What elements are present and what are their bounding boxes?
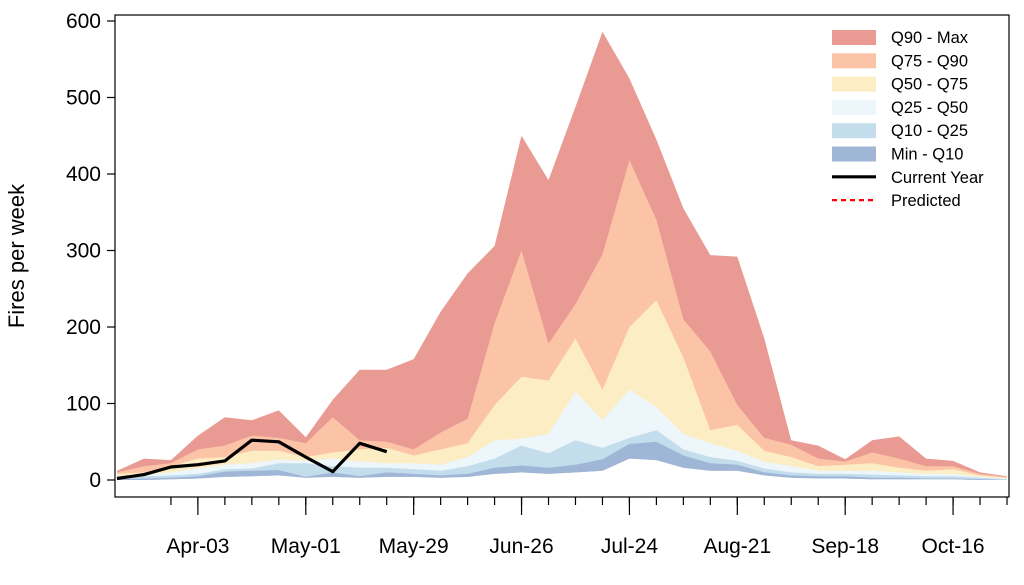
legend-swatch: [832, 76, 876, 92]
y-tick-label: 600: [66, 10, 101, 33]
band-q90-max: [117, 31, 1007, 480]
quantile-bands: [117, 31, 1007, 480]
y-axis-label: Fires per week: [4, 183, 29, 328]
x-tick-label: Apr-03: [166, 535, 229, 558]
legend-entry-predicted: Predicted: [832, 192, 961, 210]
current-year-line: [116, 438, 388, 481]
x-tick-label: Oct-16: [922, 535, 985, 558]
legend-label: Q10 - Q25: [891, 122, 968, 140]
current-year-layer: [116, 438, 388, 481]
legend-swatch: [832, 53, 876, 69]
x-tick-label: Sep-18: [811, 535, 879, 558]
legend-label: Q50 - Q75: [891, 76, 968, 94]
legend-entry-current-year: Current Year: [832, 169, 984, 187]
x-tick-label: Aug-21: [703, 535, 771, 558]
x-tick-label: May-01: [271, 535, 341, 558]
legend-swatch: [832, 146, 876, 162]
legend-label: Current Year: [891, 169, 984, 187]
legend-swatch: [832, 30, 876, 45]
legend-label: Q90 - Max: [891, 29, 969, 47]
x-axis: Apr-03 May-01 May-29 Jun-26 Jul-24 Aug-21 Sep-…: [166, 497, 1008, 558]
band-q25-q50: [117, 389, 1007, 480]
legend-entry-min-q10: Min - Q10: [832, 146, 963, 164]
y-tick-label: 200: [66, 316, 101, 339]
plot-frame: [114, 14, 1010, 498]
y-tick-label: 500: [66, 87, 101, 110]
legend-label: Q25 - Q50: [891, 99, 968, 117]
x-tick-label: May-29: [379, 535, 449, 558]
legend-swatch: [832, 123, 876, 139]
x-tick-label: Jun-26: [489, 535, 553, 558]
y-tick-label: 300: [66, 240, 101, 263]
legend: Q90 - Max Q75 - Q90 Q50 - Q75 Q25 - Q50 Q10 …: [832, 29, 984, 210]
legend-entry-q25-q50: Q25 - Q50: [832, 99, 968, 117]
legend-label: Min - Q10: [891, 146, 963, 164]
y-tick-label: 400: [66, 163, 101, 186]
x-tick-label: Jul-24: [601, 535, 659, 558]
legend-entry-q10-q25: Q10 - Q25: [832, 122, 968, 140]
band-q10-q25: [117, 430, 1007, 480]
legend-entry-q50-q75: Q50 - Q75: [832, 76, 968, 94]
band-min-q10: [117, 441, 1007, 480]
legend-label: Q75 - Q90: [891, 52, 968, 70]
y-tick-label: 100: [66, 393, 101, 416]
legend-entry-q75-q90: Q75 - Q90: [832, 52, 968, 70]
legend-swatch: [832, 99, 876, 115]
legend-entry-q90-max: Q90 - Max: [832, 29, 969, 47]
band-q50-q75: [117, 300, 1007, 480]
y-axis: 0 100 200 300 400 500 600: [66, 10, 115, 492]
legend-label: Predicted: [891, 192, 961, 210]
y-tick-label: 0: [89, 469, 101, 492]
